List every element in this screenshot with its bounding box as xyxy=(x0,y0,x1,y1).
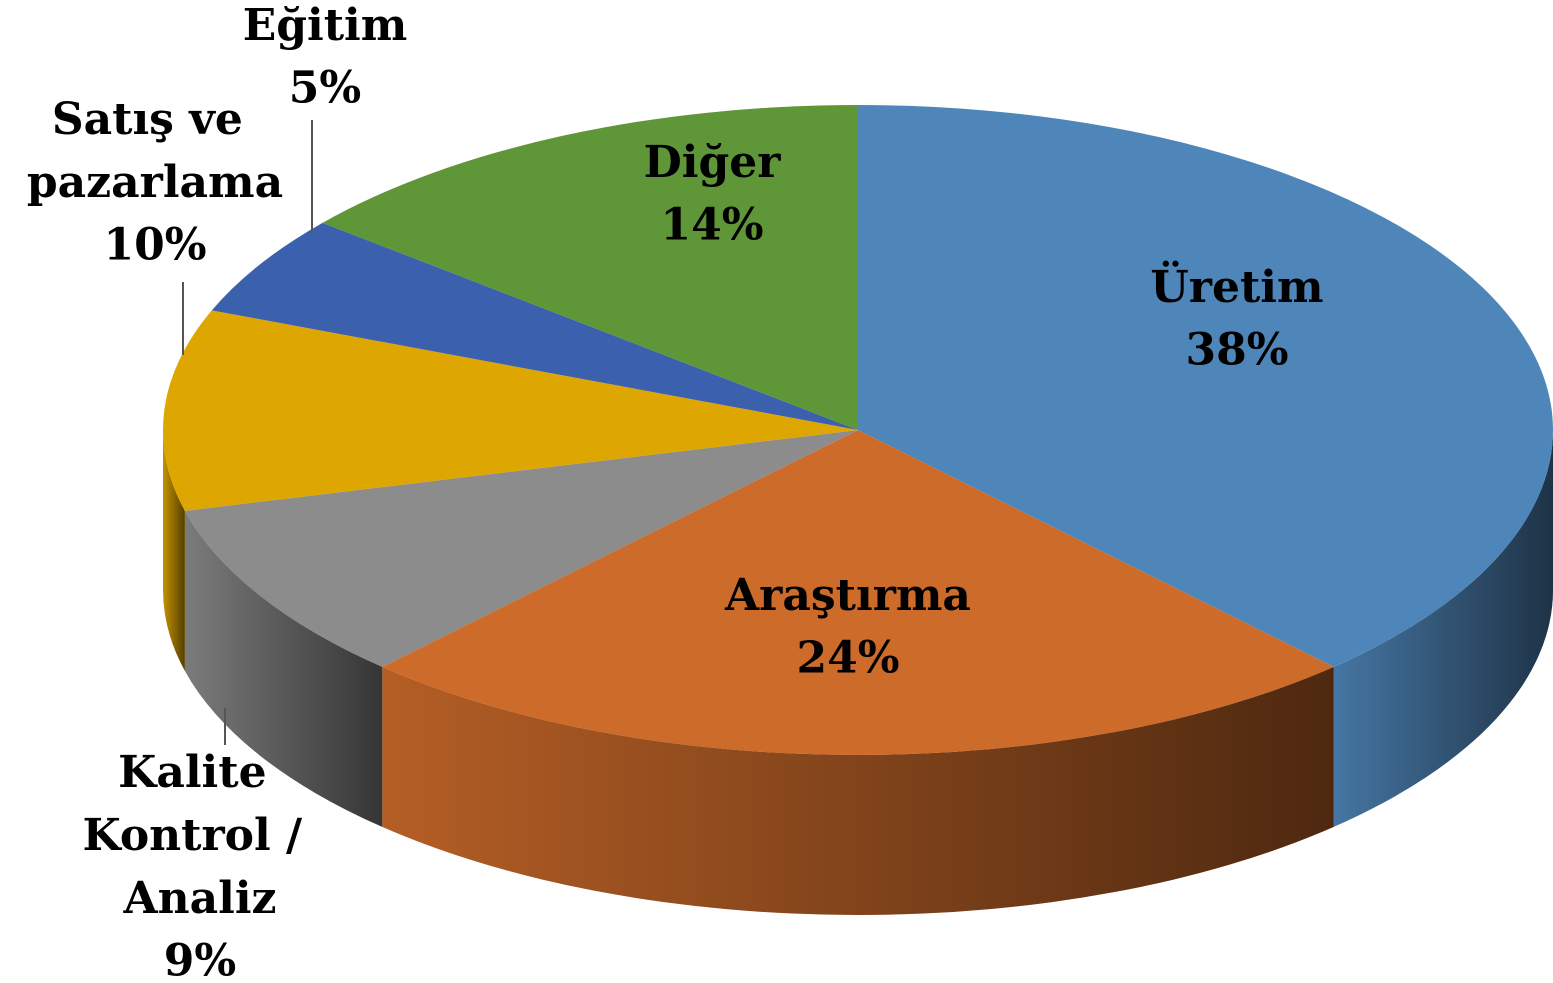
pie-side-shade xyxy=(163,430,185,671)
slice-value-label: 38% xyxy=(1185,325,1288,376)
slice-label: Kalite Kontrol / Analiz xyxy=(83,747,318,924)
slice-value-label: 10% xyxy=(103,220,206,271)
pie-side-shade xyxy=(184,510,383,827)
slice-label: Üretim xyxy=(1150,259,1323,313)
pie-side-shade xyxy=(382,666,1334,915)
slice-label: Diğer xyxy=(644,137,782,188)
pie-slice xyxy=(211,222,858,430)
slice-value-label: 24% xyxy=(796,633,899,684)
pie-slice xyxy=(382,430,1334,755)
slice-value-label: 5% xyxy=(289,63,361,114)
pie-slice xyxy=(184,430,858,667)
pie-side-shade xyxy=(1333,430,1553,827)
pie-slice xyxy=(162,310,858,511)
slice-value-label: 9% xyxy=(164,936,236,983)
pie-slice xyxy=(322,105,858,430)
slice-label: Satış ve pazarlama xyxy=(27,94,283,208)
slice-value-label: 14% xyxy=(660,200,763,251)
slice-label: Eğitim xyxy=(243,0,408,51)
slice-label: Araştırma xyxy=(724,570,971,621)
pie-slice xyxy=(858,105,1553,667)
